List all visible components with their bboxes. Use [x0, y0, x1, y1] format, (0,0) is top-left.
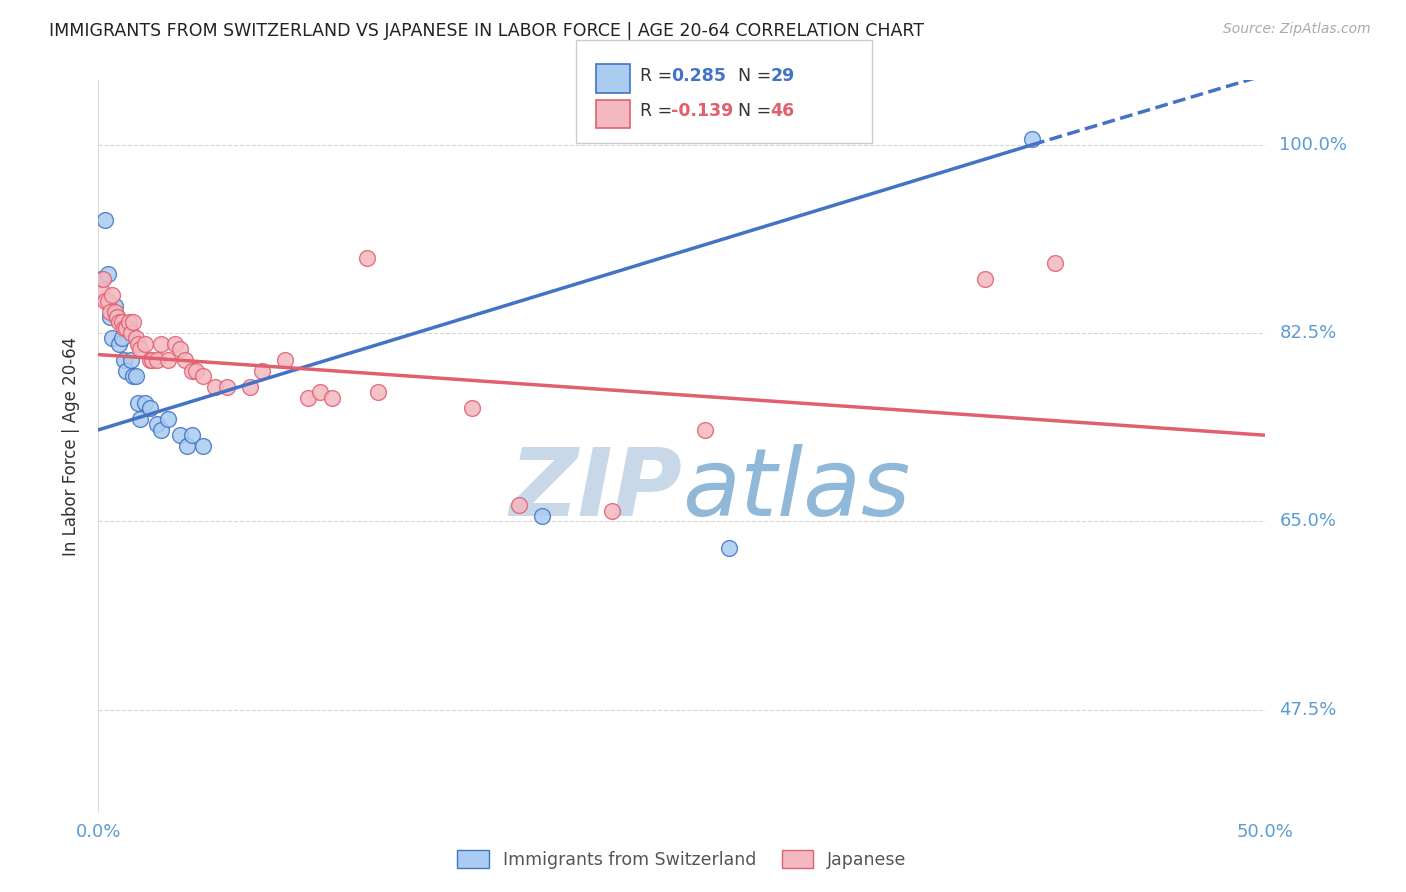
Point [101, 288, 124, 302]
Text: 100.0%: 100.0% [1279, 136, 1347, 153]
Y-axis label: In Labor Force | Age 20-64: In Labor Force | Age 20-64 [62, 336, 80, 556]
Point [104, 299, 127, 313]
Point [150, 423, 173, 437]
Point [129, 412, 152, 426]
Point [122, 369, 145, 384]
Point [193, 369, 215, 384]
Point [134, 396, 156, 410]
Point [193, 439, 215, 453]
Point [91, 272, 114, 286]
Point [98, 310, 121, 324]
Text: Source: ZipAtlas.com: Source: ZipAtlas.com [1223, 22, 1371, 37]
Point [101, 331, 124, 345]
Legend: Immigrants from Switzerland, Japanese: Immigrants from Switzerland, Japanese [450, 844, 914, 876]
Point [112, 353, 135, 368]
Point [157, 412, 180, 426]
Point [115, 364, 138, 378]
Point [150, 336, 173, 351]
Point [94, 213, 117, 227]
Point [112, 320, 135, 334]
Point [530, 508, 553, 523]
Point [169, 428, 191, 442]
Text: 29: 29 [770, 67, 794, 85]
Text: 65.0%: 65.0% [1279, 512, 1336, 531]
Point [176, 439, 198, 453]
Point [127, 336, 149, 351]
Point [115, 320, 138, 334]
Point [974, 272, 997, 286]
Point [108, 315, 131, 329]
Point [367, 385, 389, 400]
Point [105, 310, 128, 324]
Point [108, 336, 131, 351]
Point [508, 498, 530, 512]
Point [146, 353, 169, 368]
Point [97, 293, 120, 308]
Point [97, 267, 120, 281]
Point [186, 364, 208, 378]
Point [118, 315, 141, 329]
Point [461, 401, 484, 416]
Point [274, 353, 297, 368]
Point [165, 336, 187, 351]
Text: ZIP: ZIP [509, 444, 682, 536]
Point [120, 353, 142, 368]
Point [139, 401, 162, 416]
Point [695, 423, 717, 437]
Point [125, 331, 148, 345]
Point [127, 396, 149, 410]
Point [125, 369, 148, 384]
Point [120, 326, 142, 340]
Text: 47.5%: 47.5% [1279, 700, 1337, 719]
Point [104, 304, 127, 318]
Point [139, 353, 162, 368]
Point [146, 417, 169, 432]
Point [98, 304, 121, 318]
Point [129, 342, 152, 356]
Point [111, 315, 134, 329]
Text: -0.139: -0.139 [671, 103, 733, 120]
Point [122, 315, 145, 329]
Point [180, 364, 202, 378]
Point [118, 320, 141, 334]
Point [90, 283, 112, 297]
Point [94, 293, 117, 308]
Point [169, 342, 191, 356]
Text: N =: N = [727, 67, 776, 85]
Point [600, 503, 623, 517]
Point [239, 380, 262, 394]
Point [173, 353, 195, 368]
Text: 46: 46 [770, 103, 794, 120]
Point [157, 353, 180, 368]
Point [90, 272, 112, 286]
Point [134, 336, 156, 351]
Text: IMMIGRANTS FROM SWITZERLAND VS JAPANESE IN LABOR FORCE | AGE 20-64 CORRELATION C: IMMIGRANTS FROM SWITZERLAND VS JAPANESE … [49, 22, 924, 40]
Point [204, 380, 226, 394]
Point [1045, 256, 1067, 270]
Point [717, 541, 740, 556]
Point [180, 428, 202, 442]
Text: atlas: atlas [682, 444, 910, 535]
Point [321, 391, 343, 405]
Point [111, 331, 134, 345]
Point [250, 364, 273, 378]
Point [105, 310, 128, 324]
Text: N =: N = [727, 103, 776, 120]
Point [141, 353, 163, 368]
Text: R =: R = [640, 103, 678, 120]
Point [356, 251, 378, 265]
Text: R =: R = [640, 67, 678, 85]
Point [1021, 132, 1043, 146]
Text: 82.5%: 82.5% [1279, 324, 1337, 342]
Point [297, 391, 319, 405]
Point [215, 380, 238, 394]
Text: 0.285: 0.285 [671, 67, 725, 85]
Point [309, 385, 332, 400]
